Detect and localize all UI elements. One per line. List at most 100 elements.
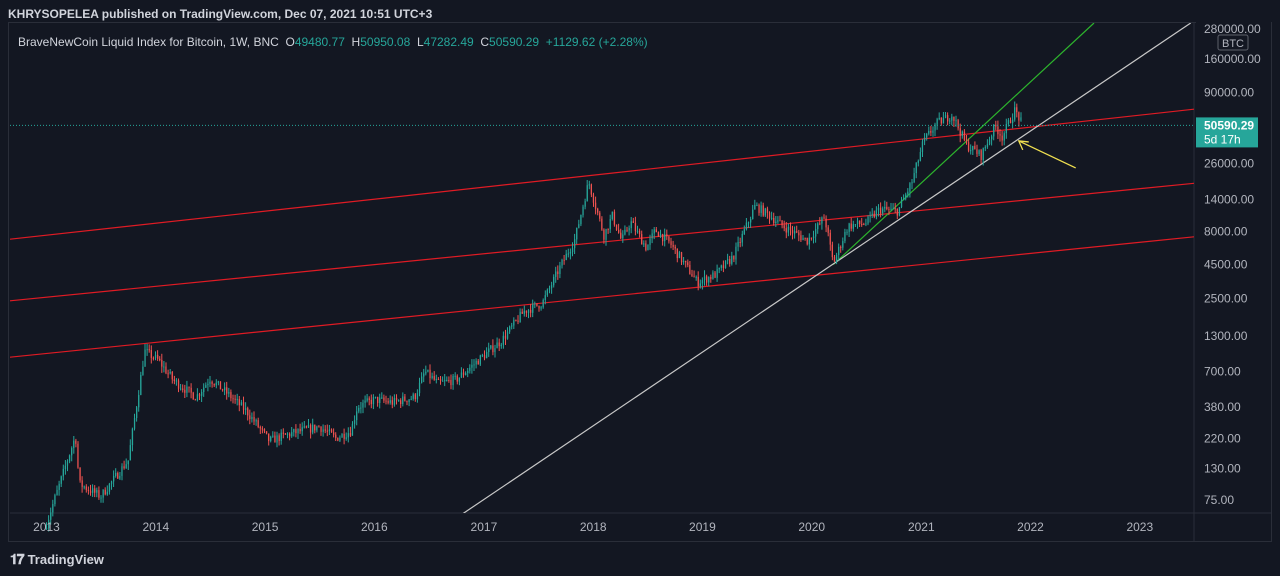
candle-body: [486, 352, 488, 359]
candle-body: [125, 464, 127, 469]
candle-body: [48, 519, 50, 529]
candle-body: [641, 234, 643, 245]
candle-body: [930, 131, 932, 133]
candle-body: [387, 401, 389, 403]
candle-body: [825, 218, 827, 228]
candle-body: [467, 370, 469, 374]
candle-body: [831, 244, 833, 258]
candle-body: [207, 383, 209, 386]
candle-body: [104, 489, 106, 495]
candle-body: [970, 150, 972, 152]
price-axis[interactable]: 75.00 130.00 220.00 380.00 700.00 1300.00 2500…: [1196, 20, 1271, 507]
candle-body: [257, 420, 259, 427]
candle-body: [83, 486, 85, 488]
candle-body: [79, 467, 81, 481]
candle-body: [372, 397, 375, 405]
candle-body: [859, 220, 861, 224]
candle-body: [293, 429, 295, 433]
candle-body: [676, 248, 678, 259]
candle-body: [335, 434, 337, 438]
candle-body: [804, 237, 806, 239]
candle-body: [540, 307, 542, 309]
x-tick-label: 2013: [33, 520, 60, 534]
candle-body: [666, 234, 668, 237]
candle-body: [416, 393, 419, 400]
candle-body: [370, 399, 372, 405]
y-tick-label: 14000.00: [1204, 192, 1254, 206]
candle-body: [190, 387, 192, 393]
candle-body: [52, 504, 54, 513]
candle-body: [368, 398, 370, 400]
candle-body: [412, 394, 414, 399]
candle-body: [785, 228, 787, 233]
candle-body: [180, 388, 182, 390]
candle-body: [322, 429, 324, 432]
candle-body: [414, 394, 416, 400]
x-tick-label: 2023: [1126, 520, 1153, 534]
candle-body: [687, 262, 689, 266]
candle-body: [389, 400, 391, 403]
candle-body: [64, 465, 67, 469]
candle-body: [662, 234, 664, 242]
candle-body: [781, 220, 783, 226]
candle-body: [314, 424, 316, 431]
candle-body: [221, 389, 224, 391]
candle-body: [385, 400, 387, 402]
candle-body: [326, 430, 328, 432]
candle-body: [236, 399, 238, 401]
candle-body: [58, 483, 60, 490]
candle-body: [410, 398, 412, 400]
candle-body: [437, 379, 440, 380]
candle-body: [144, 349, 146, 367]
candle-body: [682, 260, 685, 263]
candle-body: [794, 231, 796, 234]
candle-body: [645, 243, 647, 251]
candle-body: [182, 388, 184, 390]
candle-body: [444, 380, 446, 382]
candle-body: [716, 269, 718, 278]
candle-body: [768, 212, 771, 219]
candle-body: [727, 259, 729, 261]
candle-body: [75, 440, 77, 444]
candle-body: [121, 466, 123, 476]
candle-body: [632, 221, 634, 223]
open-label: O: [285, 35, 295, 49]
currency-badge-text: BTC: [1222, 38, 1244, 50]
candle-body: [427, 369, 429, 372]
footer-brand[interactable]: 𝟏𝟕 TradingView: [10, 549, 104, 569]
candle-body: [553, 276, 555, 286]
candle-body: [265, 431, 268, 434]
candle-body: [374, 396, 377, 398]
candle-body: [691, 274, 693, 277]
candle-body: [316, 426, 318, 431]
time-axis[interactable]: 2013 2014 2015 2016 2017 2018 2019 2020 2021 2022…: [33, 520, 1153, 534]
close-label: C: [480, 35, 490, 49]
candle-body: [942, 117, 945, 124]
candle-body: [131, 428, 134, 446]
candle-body: [366, 398, 368, 401]
candle-body: [211, 381, 213, 384]
chart-frame[interactable]: [8, 22, 1272, 542]
candle-body: [339, 437, 341, 441]
candle-body: [45, 528, 48, 530]
candle-body: [865, 223, 867, 225]
candle-body: [511, 325, 513, 327]
candle-body: [228, 392, 230, 394]
candle-body: [842, 241, 844, 248]
y-tick-label: 160000.00: [1204, 52, 1261, 66]
candle-body: [819, 223, 821, 225]
candle-body: [494, 348, 496, 353]
candle-body: [758, 204, 760, 213]
candle-body: [592, 194, 595, 203]
candle-body: [978, 150, 980, 154]
candle-body: [163, 366, 165, 368]
candle-body: [699, 283, 701, 287]
candle-body: [408, 399, 410, 403]
candle-body: [307, 425, 310, 428]
candle-body: [77, 443, 79, 468]
candle-body: [771, 217, 773, 219]
candle-body: [980, 150, 982, 160]
candle-body: [89, 490, 92, 493]
candle-body: [949, 120, 951, 122]
